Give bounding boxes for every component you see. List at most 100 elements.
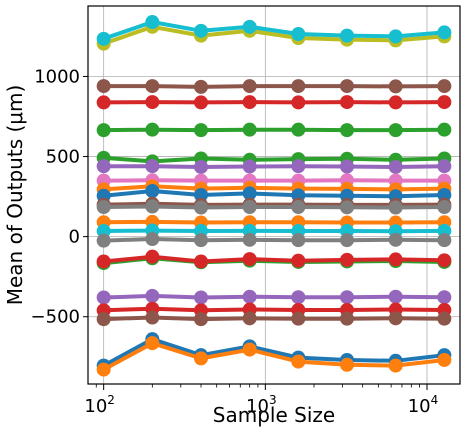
data-point (145, 15, 160, 30)
x-tick-label: 104 (408, 393, 439, 417)
data-point (242, 289, 257, 304)
x-tick-label: 103 (246, 393, 277, 417)
data-point (339, 290, 354, 305)
data-point (388, 311, 403, 326)
data-point (242, 95, 257, 110)
series-line (103, 306, 445, 313)
data-point (437, 159, 452, 174)
data-point (145, 79, 160, 94)
y-tick-label: 500 (46, 147, 80, 168)
data-point (145, 288, 160, 303)
y-axis-label: Mean of Outputs (μm) (3, 85, 27, 306)
data-point (437, 95, 452, 110)
data-point (96, 200, 111, 215)
axis-ticks: −500 0 500 1000 102 103 104 (31, 66, 439, 417)
series-line (103, 228, 445, 234)
series-1 (96, 15, 452, 46)
data-point (437, 25, 452, 40)
data-point (242, 342, 257, 357)
data-point (339, 252, 354, 267)
data-point (96, 254, 111, 269)
data-point (96, 233, 111, 248)
data-point (388, 289, 403, 304)
series-line (103, 254, 445, 264)
series-line (103, 237, 445, 243)
data-point (194, 351, 209, 366)
data-point (145, 232, 160, 247)
data-point (194, 79, 209, 94)
data-point (291, 95, 306, 110)
data-point (242, 159, 257, 174)
data-point (145, 95, 160, 110)
data-point (194, 200, 209, 215)
series-line (103, 189, 445, 199)
data-point (388, 79, 403, 94)
data-point (194, 312, 209, 327)
series-line (103, 155, 445, 164)
data-point (242, 122, 257, 137)
data-point (437, 311, 452, 326)
data-point (242, 232, 257, 247)
data-point (145, 159, 160, 174)
data-point (437, 122, 452, 137)
data-point (339, 28, 354, 43)
data-point (388, 232, 403, 247)
y-tick-label: 0 (69, 227, 80, 248)
data-point (242, 19, 257, 34)
data-point (242, 311, 257, 326)
data-point (194, 233, 209, 248)
y-tick-label: 1000 (34, 66, 80, 87)
data-point (242, 252, 257, 267)
data-point (242, 200, 257, 215)
data-point (388, 95, 403, 110)
series-line (102, 337, 445, 368)
data-point (96, 290, 111, 305)
series-line (103, 24, 445, 46)
series-line (102, 341, 445, 372)
series-line (103, 315, 445, 322)
data-point (145, 122, 160, 137)
data-point (291, 27, 306, 42)
series-line (103, 219, 445, 225)
data-point (388, 200, 403, 215)
data-point (194, 188, 209, 202)
data-point (194, 123, 209, 138)
data-point (194, 254, 209, 269)
data-point (96, 312, 111, 327)
data-point (96, 224, 111, 239)
data-point (96, 123, 111, 138)
series-6 (96, 159, 452, 174)
series-19 (96, 310, 452, 327)
series-line (103, 84, 445, 89)
series-16 (96, 249, 452, 269)
data-point (145, 336, 160, 351)
data-point (339, 123, 354, 138)
series-line (103, 164, 445, 169)
data-point (291, 159, 306, 174)
series-4 (96, 122, 452, 138)
data-point (437, 253, 452, 268)
data-point (339, 357, 354, 372)
series-14 (96, 232, 452, 248)
data-point (388, 159, 403, 174)
series-line (103, 20, 445, 41)
data-point (339, 200, 354, 215)
data-point (388, 358, 403, 373)
series-17 (96, 288, 452, 305)
data-point (339, 79, 354, 94)
data-point (388, 252, 403, 267)
data-point (339, 233, 354, 248)
data-point (339, 311, 354, 326)
data-point (194, 23, 209, 38)
data-point (145, 310, 160, 325)
series-3 (96, 95, 452, 110)
data-point (96, 95, 111, 110)
data-point (437, 188, 452, 202)
data-point (291, 311, 306, 326)
data-point (194, 290, 209, 305)
data-point (437, 200, 452, 215)
series-line (103, 293, 445, 300)
data-point (145, 183, 160, 198)
data-point (291, 253, 306, 268)
